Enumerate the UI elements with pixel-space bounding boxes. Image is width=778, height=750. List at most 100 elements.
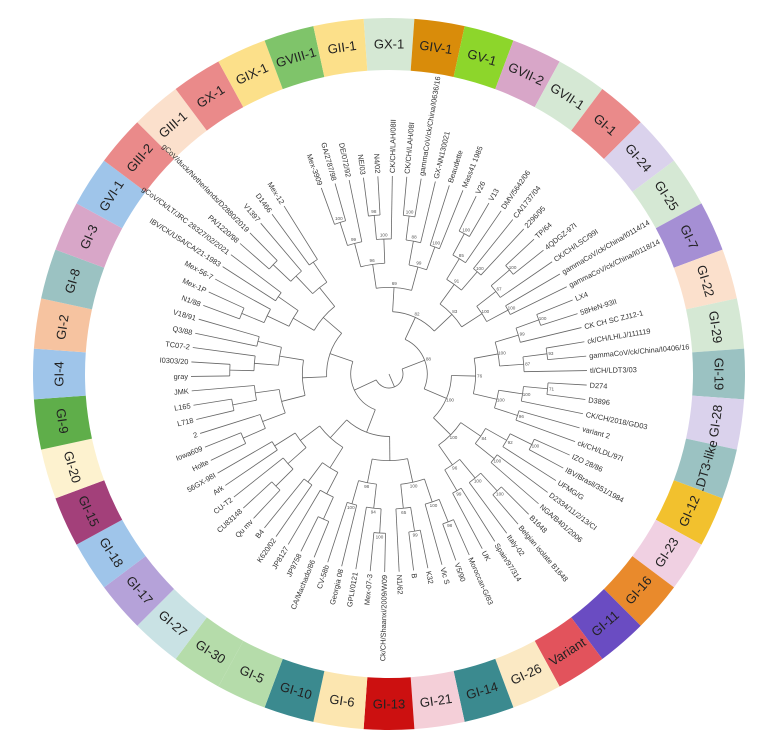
bootstrap-value: 96 bbox=[452, 466, 458, 471]
bootstrap-value: 94 bbox=[371, 510, 377, 515]
tree-branch bbox=[481, 229, 524, 275]
tree-branch bbox=[374, 215, 376, 239]
tree-branch bbox=[391, 176, 392, 239]
tree-branch bbox=[439, 445, 453, 465]
tree-branch bbox=[433, 418, 450, 435]
bootstrap-value: 82 bbox=[414, 311, 420, 316]
tree-branch bbox=[330, 354, 353, 362]
tree-branch bbox=[393, 288, 394, 312]
tree-branch bbox=[195, 333, 257, 346]
bootstrap-value: 100 bbox=[476, 266, 484, 271]
genotype-segment-label: GI-4 bbox=[52, 361, 67, 386]
bootstrap-value: 96 bbox=[519, 414, 525, 419]
tree-branch bbox=[193, 399, 231, 405]
tree-branch bbox=[548, 383, 587, 385]
tree-branch bbox=[439, 499, 448, 521]
bootstrap-value: 67 bbox=[496, 287, 502, 292]
taxon-label: Qu mv bbox=[233, 517, 255, 539]
tree-branch bbox=[276, 485, 312, 537]
taxon-label: B4 bbox=[253, 527, 266, 540]
tree-branch bbox=[459, 196, 476, 231]
bootstrap-value: 93 bbox=[548, 351, 554, 356]
tree-branch bbox=[264, 479, 304, 528]
bootstrap-value: 100 bbox=[498, 351, 506, 356]
bootstrap-value: 76 bbox=[477, 374, 483, 379]
tree-branch bbox=[352, 481, 359, 504]
bootstrap-value: 100 bbox=[335, 216, 343, 221]
tree-branch bbox=[293, 318, 314, 330]
tree-branch bbox=[272, 214, 309, 265]
taxon-label: gray bbox=[174, 372, 189, 381]
taxon-label: K32 bbox=[424, 570, 435, 585]
tree-branch bbox=[451, 375, 475, 376]
tree-branch bbox=[314, 521, 329, 557]
tree-branch bbox=[477, 291, 496, 306]
tree-branch bbox=[288, 448, 306, 464]
tree-branch bbox=[192, 386, 255, 391]
taxon-label: Holte bbox=[191, 458, 210, 474]
tree-branch bbox=[263, 413, 286, 422]
bootstrap-value: 84 bbox=[482, 436, 488, 441]
tree-branch bbox=[261, 223, 302, 271]
tree-branch bbox=[510, 287, 567, 315]
tree-branch bbox=[402, 360, 425, 369]
tree-branch bbox=[342, 505, 357, 566]
tree-branch bbox=[409, 532, 414, 570]
tree-branch bbox=[378, 176, 380, 215]
taxon-label: Mex-07-3 bbox=[362, 574, 374, 606]
tree-arc bbox=[376, 369, 403, 388]
tree-branch bbox=[193, 348, 255, 356]
tree-arc bbox=[351, 362, 375, 410]
tree-branch bbox=[495, 335, 518, 342]
tree-branch bbox=[209, 292, 244, 308]
tree-branch bbox=[356, 507, 367, 569]
tree-branch bbox=[284, 206, 317, 259]
taxon-label: L718 bbox=[176, 416, 194, 429]
tree-branch bbox=[223, 267, 276, 301]
taxon-label: Mex-1P bbox=[181, 276, 208, 295]
tree-branch bbox=[275, 433, 295, 446]
tree-branch bbox=[396, 509, 399, 572]
tree-branch bbox=[475, 444, 494, 459]
tree-branch bbox=[421, 182, 436, 243]
taxon-label: DE/072/92 bbox=[337, 142, 353, 178]
bootstrap-value: 99 bbox=[520, 332, 526, 337]
tree-branch bbox=[461, 272, 477, 290]
taxon-label: B bbox=[409, 573, 419, 579]
taxon-label: CK/CH/LAH/08I bbox=[403, 122, 417, 174]
tree-branch bbox=[323, 318, 341, 334]
bootstrap-value: 100 bbox=[380, 233, 388, 238]
tree-branch bbox=[243, 428, 265, 438]
tree-branch bbox=[211, 443, 246, 460]
tree-branch bbox=[234, 458, 283, 497]
tree-branch bbox=[276, 469, 293, 486]
tree-branch bbox=[460, 459, 475, 478]
taxon-label: I0303/20 bbox=[159, 356, 188, 367]
tree-branch bbox=[218, 442, 272, 474]
taxon-label: V26 bbox=[473, 180, 487, 196]
tree-branch bbox=[242, 313, 264, 322]
tree-branch bbox=[330, 447, 343, 467]
bootstrap-value: 65 bbox=[401, 510, 407, 515]
taxon-label: NE/03 bbox=[356, 154, 368, 176]
taxon-label: L165 bbox=[174, 401, 192, 412]
tree-branch bbox=[524, 371, 587, 372]
genotype-segment-label: GX-1 bbox=[374, 37, 404, 52]
tree-branch bbox=[401, 484, 404, 508]
taxon-label: Vic S bbox=[438, 566, 451, 585]
tree-branch bbox=[367, 410, 376, 433]
tree-branch bbox=[469, 203, 489, 236]
tree-branch bbox=[196, 411, 234, 420]
taxon-label: Ck/CH/Shaanxi/2009/W09 bbox=[378, 575, 389, 661]
taxon-label: Moroccan-G/83 bbox=[466, 556, 495, 606]
tree-branch bbox=[519, 411, 580, 428]
tree-branch bbox=[340, 222, 347, 245]
taxon-label: gCoV/duck/Netherlands/D2880/2019 bbox=[160, 142, 251, 234]
bootstrap-value: 100 bbox=[509, 265, 517, 270]
tree-branch bbox=[491, 270, 509, 286]
tree-branch bbox=[503, 447, 556, 481]
tree-branch bbox=[474, 354, 498, 358]
tree-branch bbox=[301, 517, 318, 552]
